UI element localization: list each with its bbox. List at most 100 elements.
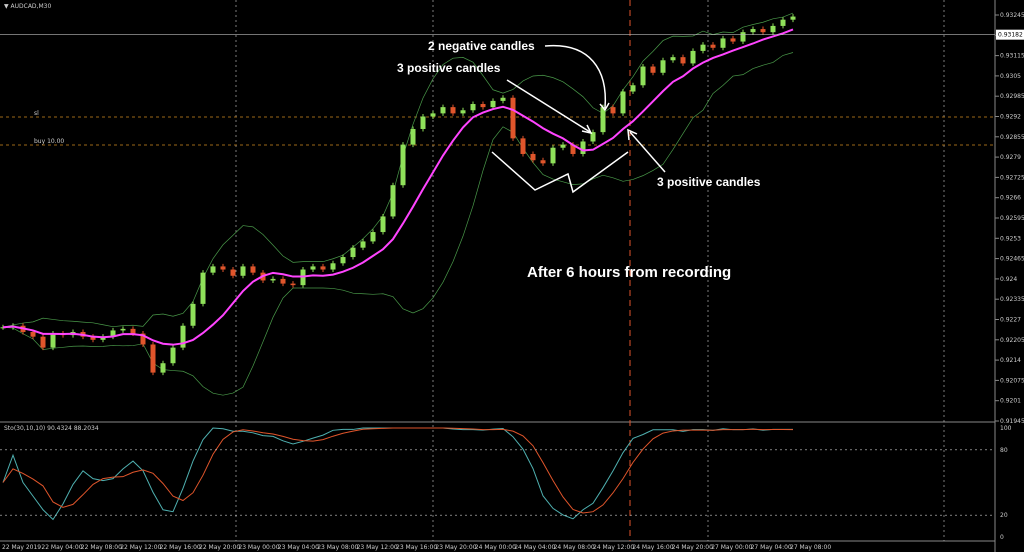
time-label: 27 May 04:00 [751,544,792,551]
candle [750,29,756,33]
candle [420,116,426,129]
candle [330,263,336,270]
time-label: 22 May 16:00 [160,544,201,551]
price-tick-label: 0.924 [1000,276,1017,283]
candle [590,132,596,142]
candle [740,32,746,42]
candle [610,107,616,114]
candle [150,344,156,373]
price-tick-label: 0.9279 [1000,154,1021,161]
vertical-grid [235,0,945,541]
candle [450,107,456,114]
time-label: 22 May 20:00 [199,544,240,551]
candle [370,232,376,242]
price-tick-label: 0.92595 [1000,215,1024,222]
candle [290,283,296,286]
candle [520,138,526,154]
candle [460,110,466,114]
time-label: 22 May 08:00 [81,544,122,551]
indicator-tick-label: 20 [1000,512,1008,519]
indicator-label: Sto(30,10,10) 90.4324 88.2034 [4,425,99,432]
candle [160,363,166,373]
candle [310,266,316,270]
candle [340,257,346,264]
time-label: 27 May 00:00 [711,544,752,551]
candle [220,266,226,270]
candle [670,57,676,61]
price-tick-label: 0.92335 [1000,296,1024,303]
price-tick-label: 0.9201 [1000,398,1021,405]
candle [90,336,96,340]
candle [130,328,136,334]
time-label: 23 May 16:00 [396,544,437,551]
candle [360,241,366,248]
time-label: 24 May 00:00 [475,544,516,551]
annotation: 3 positive candles [657,175,761,189]
candle [580,141,586,154]
candle [710,44,716,48]
price-tick-label: 0.91945 [1000,418,1024,425]
candle [400,144,406,186]
candle [770,25,776,33]
candle [280,278,286,284]
time-label: 22 May 12:00 [120,544,161,551]
price-tick-label: 0.92855 [1000,134,1024,141]
price-tick-label: 0.9227 [1000,317,1021,324]
time-label: 24 May 20:00 [672,544,713,551]
candle [570,144,576,154]
time-label: 23 May 04:00 [278,544,319,551]
indicator-tick-label: 80 [1000,447,1008,454]
candle [470,104,476,111]
candle [440,107,446,114]
price-tick-label: 0.9292 [1000,114,1021,121]
buy-label: buy 10.00 [34,138,64,145]
candle [480,104,486,108]
candle [120,328,126,331]
candle [490,100,496,108]
candle [530,153,536,161]
candle [110,330,116,337]
candle [140,333,146,345]
arrows [506,44,666,173]
sl-label: sl [34,110,39,117]
price-tick-label: 0.92205 [1000,337,1024,344]
price-tick-label: 0.92985 [1000,93,1024,100]
time-label: 24 May 12:00 [593,544,634,551]
price-tick-label: 0.9305 [1000,73,1021,80]
candle [190,303,196,326]
candle [200,272,206,304]
price-tick-label: 0.9266 [1000,195,1021,202]
candle [660,60,666,73]
price-tick-label: 0.93115 [1000,53,1024,60]
candle [350,247,356,258]
candle [390,185,396,217]
time-label: 23 May 20:00 [435,544,476,551]
candle [600,107,606,133]
candle [410,128,416,145]
bollinger-band [2,52,794,396]
candle [560,144,566,148]
time-label: 24 May 08:00 [554,544,595,551]
candle [720,38,726,48]
candle [320,266,326,270]
current-price-label: 0.93182 [998,32,1023,39]
candle [180,325,186,348]
price-tick-label: 0.93245 [1000,12,1024,19]
annotation: 3 positive candles [397,61,501,75]
candle [630,85,636,92]
candle [550,147,556,164]
candle [690,50,696,64]
zigzag [491,151,629,194]
candle [780,19,786,26]
price-tick-label: 0.92725 [1000,174,1024,181]
stoch-signal [2,427,794,514]
candle [270,278,276,281]
price-tick-label: 0.92465 [1000,256,1024,263]
time-label: 24 May 16:00 [632,544,673,551]
candle [0,327,6,329]
candle [40,336,46,348]
time-label: 23 May 00:00 [238,544,279,551]
candle [760,29,766,33]
time-label: 23 May 12:00 [357,544,398,551]
